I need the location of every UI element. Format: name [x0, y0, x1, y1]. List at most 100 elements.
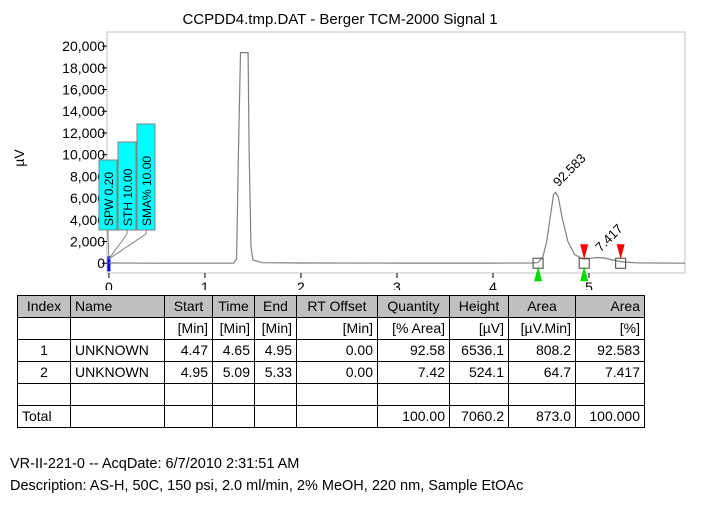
table-units-row: [Min] [Min] [Min] [Min] [% Area] [µV] [µ…	[17, 317, 645, 340]
table-cell: 4.95	[254, 339, 297, 362]
table-cell: 4.47	[164, 339, 213, 362]
y-tick-label: 8,000	[70, 168, 105, 184]
header-name: Name	[70, 295, 165, 318]
chart-title: CCPDD4.tmp.DAT - Berger TCM-2000 Signal …	[182, 11, 497, 28]
header-area-percent: Area	[575, 295, 645, 318]
x-tick-label: 4	[489, 279, 497, 290]
table-cell: 0.00	[296, 339, 378, 362]
table-cell	[254, 405, 297, 428]
table-cell	[296, 383, 378, 406]
header-end: End	[254, 295, 297, 318]
table-cell: [Min]	[254, 317, 297, 340]
peak-start-marker	[580, 266, 589, 282]
header-start: Start	[164, 295, 213, 318]
table-cell	[17, 383, 71, 406]
table-cell: 5.33	[254, 361, 297, 384]
plot-frame	[106, 31, 686, 274]
peak-start-marker	[534, 266, 543, 282]
y-tick-label: 4,000	[70, 212, 105, 228]
header-quantity: Quantity	[377, 295, 450, 318]
table-cell: 100.00	[377, 405, 450, 428]
event-box	[136, 123, 156, 231]
table-cell	[164, 405, 213, 428]
table-cell	[449, 383, 509, 406]
table-cell: 808.2	[508, 339, 576, 362]
y-tick-label: 12,000	[62, 125, 105, 141]
table-cell	[212, 405, 255, 428]
event-leader-line	[108, 230, 147, 260]
table-cell	[508, 383, 576, 406]
x-tick-label: 3	[393, 279, 401, 290]
table-cell: [% Area]	[377, 317, 450, 340]
table-cell	[575, 383, 645, 406]
peak-end-marker	[616, 244, 625, 260]
event-label: STH 10.00	[121, 168, 135, 226]
table-cell: [Min]	[212, 317, 255, 340]
event-marker	[107, 256, 111, 272]
integration-events: SPW 0.20 STH 10.00 SMA% 10.00	[98, 123, 156, 272]
y-tick-label: 0	[97, 255, 105, 271]
header-index: Index	[17, 295, 71, 318]
x-tick-label: 1	[201, 279, 209, 290]
table-cell: UNKNOWN	[70, 361, 165, 384]
table-row: 2 UNKNOWN 4.95 5.09 5.33 0.00 7.42 524.1…	[17, 361, 645, 384]
table-cell: 0.00	[296, 361, 378, 384]
table-cell: 1	[17, 339, 71, 362]
header-time: Time	[212, 295, 255, 318]
table-cell: 92.583	[575, 339, 645, 362]
table-cell: 524.1	[449, 361, 509, 384]
table-cell	[70, 317, 165, 340]
event-leader-line	[107, 230, 110, 259]
acquisition-info: VR-II-221-0 -- AcqDate: 6/7/2010 2:31:51…	[10, 456, 300, 472]
event-box	[98, 159, 118, 231]
table-cell: 2	[17, 361, 71, 384]
x-axis-ticks: 0 1 2 3 4 5	[105, 273, 593, 290]
table-cell: 64.7	[508, 361, 576, 384]
table-row: 1 UNKNOWN 4.47 4.65 4.95 0.00 92.58 6536…	[17, 339, 645, 362]
y-tick-label: 14,000	[62, 103, 105, 119]
peak-results-table: Index Name Start Time End RT Offset Quan…	[17, 295, 645, 428]
x-tick-label: 5	[585, 279, 593, 290]
table-cell: 6536.1	[449, 339, 509, 362]
y-tick-label: 16,000	[62, 82, 105, 98]
y-tick-label: 6,000	[70, 190, 105, 206]
chromatogram-chart: CCPDD4.tmp.DAT - Berger TCM-2000 Signal …	[11, 11, 686, 290]
table-header-row: Index Name Start Time End RT Offset Quan…	[17, 295, 645, 318]
table-cell: 92.58	[377, 339, 450, 362]
table-cell	[254, 383, 297, 406]
table-row-empty	[17, 383, 645, 406]
y-tick-label: 10,000	[62, 147, 105, 163]
table-cell: UNKNOWN	[70, 339, 165, 362]
header-height: Height	[449, 295, 509, 318]
table-cell: 7.417	[575, 361, 645, 384]
peak-end-marker	[580, 244, 589, 260]
table-cell: [Min]	[296, 317, 378, 340]
table-cell: [µV.Min]	[508, 317, 576, 340]
peak-markers	[532, 244, 627, 282]
method-description: Description: AS-H, 50C, 150 psi, 2.0 ml/…	[10, 478, 524, 494]
table-cell: [Min]	[164, 317, 213, 340]
peak-area-label: 92.583	[550, 151, 589, 190]
table-cell: [%]	[575, 317, 645, 340]
x-tick-label: 0	[105, 279, 113, 290]
table-cell	[70, 405, 165, 428]
table-cell: 873.0	[508, 405, 576, 428]
header-rt-offset: RT Offset	[296, 295, 378, 318]
y-axis-ticks: 0 2,000 4,000 6,000 8,000 10,000 12,000 14,000 1…	[62, 38, 107, 271]
y-tick-label: 20,000	[62, 38, 105, 54]
table-cell: [µV]	[449, 317, 509, 340]
table-cell	[164, 383, 213, 406]
event-label: SPW 0.20	[102, 172, 116, 226]
table-total-row: Total 100.00 7060.2 873.0 100.000	[17, 405, 645, 428]
table-cell	[17, 317, 71, 340]
event-label: SMA% 10.00	[140, 156, 154, 226]
x-tick-label: 2	[297, 279, 305, 290]
header-area: Area	[508, 295, 576, 318]
y-tick-label: 2,000	[70, 234, 105, 250]
event-box	[117, 141, 137, 231]
table-cell: 7060.2	[449, 405, 509, 428]
y-tick-label: 18,000	[62, 60, 105, 76]
table-cell: 7.42	[377, 361, 450, 384]
table-cell: 5.09	[212, 361, 255, 384]
